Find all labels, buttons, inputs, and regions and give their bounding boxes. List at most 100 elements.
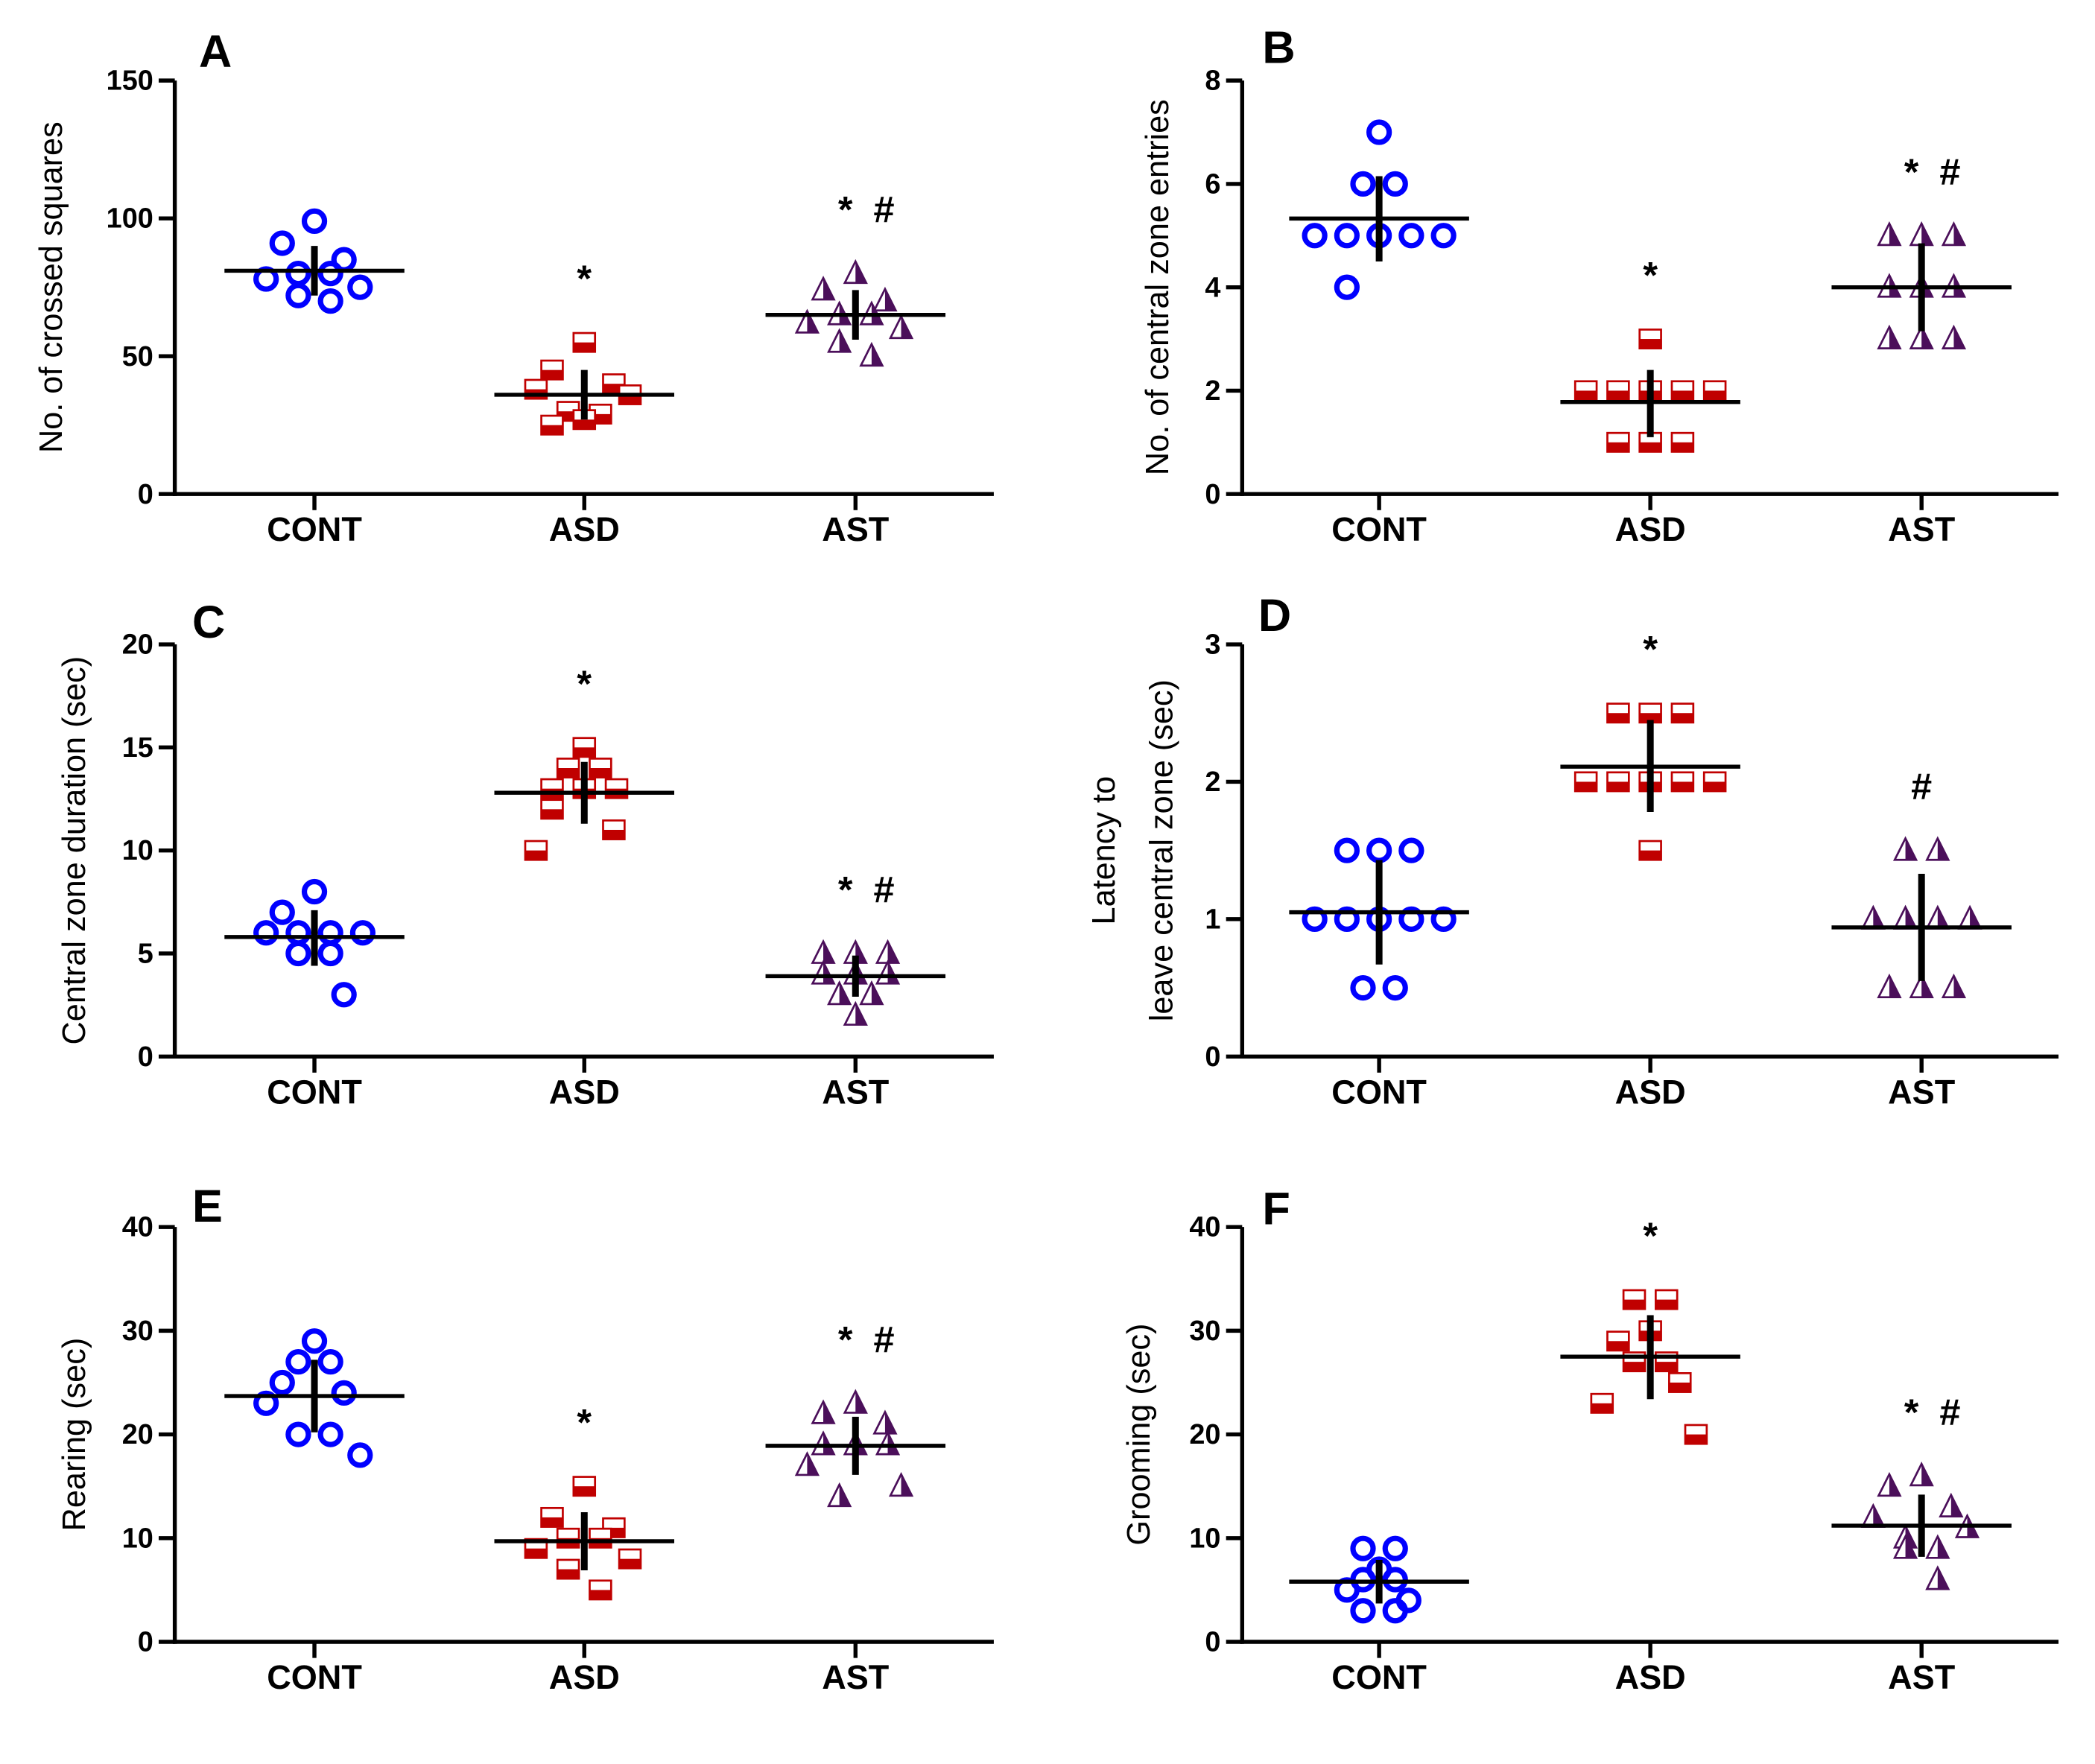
y-tick-label: 2 bbox=[1205, 375, 1220, 407]
square-fill bbox=[619, 1558, 641, 1569]
square-fill bbox=[589, 767, 612, 778]
data-point-square bbox=[618, 1548, 642, 1570]
y-tick-label: 100 bbox=[107, 203, 153, 235]
data-point-triangle bbox=[1941, 973, 1967, 999]
triangle-fill bbox=[855, 1003, 866, 1025]
square-fill bbox=[1685, 1434, 1707, 1444]
data-point-triangle bbox=[1909, 1462, 1934, 1487]
data-point-square bbox=[1606, 1330, 1630, 1352]
y-tick-label: 40 bbox=[1189, 1212, 1220, 1243]
data-point-square bbox=[540, 414, 564, 436]
data-point-square bbox=[1638, 840, 1662, 861]
data-point-circle bbox=[1366, 837, 1392, 863]
x-tick-label: AST bbox=[822, 1658, 890, 1696]
data-point-triangle bbox=[872, 286, 898, 312]
data-point-triangle bbox=[1925, 904, 1950, 930]
group-AST: * # bbox=[765, 868, 946, 1026]
data-point-triangle bbox=[888, 1471, 914, 1497]
data-point-circle bbox=[317, 288, 343, 314]
triangle-fill bbox=[1921, 1464, 1933, 1485]
data-point-circle bbox=[269, 899, 295, 925]
square-fill bbox=[603, 829, 625, 840]
x-tick-label: AST bbox=[1888, 510, 1956, 548]
data-point-triangle bbox=[843, 258, 868, 285]
triangle-fill bbox=[823, 1433, 834, 1455]
triangle-fill bbox=[839, 1484, 851, 1506]
triangle-fill bbox=[1889, 223, 1901, 245]
triangle-fill bbox=[1905, 1536, 1916, 1558]
data-point-triangle bbox=[1877, 221, 1902, 247]
triangle-fill bbox=[1953, 975, 1965, 997]
data-point-circle bbox=[1382, 171, 1408, 197]
square-fill bbox=[1623, 1299, 1645, 1310]
y-tick-label: 10 bbox=[122, 835, 153, 866]
y-tick-label: 2 bbox=[1205, 767, 1220, 798]
x-tick-label: ASD bbox=[549, 510, 620, 548]
triangle-fill bbox=[1921, 223, 1933, 245]
y-tick-label: 3 bbox=[1205, 629, 1220, 661]
data-point-square bbox=[1668, 1372, 1692, 1393]
data-point-circle bbox=[285, 1421, 311, 1447]
triangle-fill bbox=[1889, 1473, 1901, 1496]
data-point-square bbox=[1638, 702, 1662, 724]
data-point-circle bbox=[301, 878, 328, 905]
data-point-circle bbox=[253, 920, 279, 946]
data-point-square bbox=[1684, 1424, 1708, 1445]
data-point-triangle bbox=[811, 1399, 836, 1424]
data-point-triangle bbox=[1877, 324, 1902, 350]
data-point-triangle bbox=[859, 980, 884, 1006]
data-point-circle bbox=[1334, 837, 1360, 863]
data-point-square bbox=[572, 331, 597, 353]
panel-A: A 0 50 100 150 No. of crossed squares CONT ASD A… bbox=[34, 26, 994, 548]
y-tick-label: 10 bbox=[1189, 1523, 1220, 1554]
y-tick-label: 20 bbox=[122, 1419, 153, 1450]
y-tick-label: 20 bbox=[122, 629, 153, 661]
data-point-circle bbox=[1350, 171, 1376, 197]
x-tick-label: AST bbox=[1888, 1073, 1956, 1111]
y-tick-label: 50 bbox=[122, 341, 153, 372]
data-point-triangle bbox=[872, 1409, 898, 1435]
data-point-circle bbox=[269, 1369, 295, 1396]
data-point-square bbox=[524, 840, 548, 861]
data-point-square bbox=[1622, 1289, 1646, 1310]
data-point-triangle bbox=[811, 939, 836, 964]
data-point-square bbox=[1670, 771, 1695, 793]
data-point-square bbox=[1573, 380, 1598, 402]
panel-letter: B bbox=[1262, 22, 1295, 73]
square-fill bbox=[1623, 1362, 1645, 1371]
data-point-triangle bbox=[1877, 973, 1902, 999]
data-point-square bbox=[589, 1527, 612, 1549]
significance-annotation: * # bbox=[1904, 150, 1961, 193]
data-point-circle bbox=[317, 1421, 343, 1447]
data-point-circle bbox=[269, 230, 295, 256]
y-axis-label: Grooming (sec) bbox=[1121, 1324, 1157, 1546]
data-point-square bbox=[572, 1476, 597, 1497]
data-point-square bbox=[1702, 771, 1727, 793]
y-tick-label: 15 bbox=[122, 732, 153, 764]
square-fill bbox=[1575, 781, 1597, 792]
triangle-fill bbox=[901, 316, 912, 338]
data-point-triangle bbox=[1925, 1565, 1950, 1590]
triangle-fill bbox=[1889, 975, 1901, 997]
triangle-fill bbox=[1953, 223, 1965, 245]
data-point-square bbox=[1606, 702, 1630, 724]
data-point-square bbox=[556, 758, 580, 778]
square-fill bbox=[1639, 339, 1661, 349]
panel-letter: E bbox=[192, 1181, 223, 1231]
data-point-square bbox=[1590, 1392, 1614, 1414]
data-point-triangle bbox=[1957, 904, 1983, 930]
panel-E: E 0 10 20 30 40 Rearing (sec) CONT ASD AST * * # bbox=[57, 1181, 994, 1696]
data-point-circle bbox=[317, 940, 343, 967]
data-point-square bbox=[556, 1527, 580, 1549]
triangle-fill bbox=[1921, 975, 1933, 997]
data-point-circle bbox=[1302, 906, 1328, 932]
y-tick-label: 30 bbox=[1189, 1316, 1220, 1347]
panel-F: F 0 10 20 30 40 Grooming (sec) CONT ASD AST * * # bbox=[1121, 1184, 2059, 1696]
data-point-circle bbox=[1430, 223, 1457, 249]
square-fill bbox=[573, 747, 595, 757]
significance-annotation: * bbox=[577, 1401, 592, 1444]
group-CONT bbox=[224, 208, 405, 314]
data-point-circle bbox=[285, 1349, 311, 1375]
panel-letter: A bbox=[199, 26, 232, 77]
